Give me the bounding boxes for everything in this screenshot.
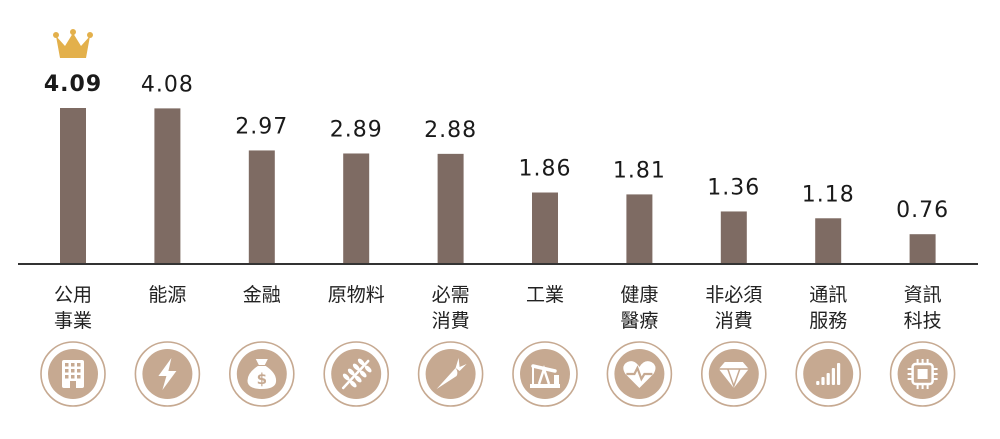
value-label-6: 1.81 xyxy=(613,158,666,183)
bar-2 xyxy=(248,150,275,263)
diamond-icon xyxy=(700,341,767,407)
category-label-8-1: 服務 xyxy=(809,310,847,332)
category-label-6-1: 醫療 xyxy=(620,310,658,332)
category-label-0-1: 事業 xyxy=(54,310,92,332)
svg-text:$: $ xyxy=(257,370,267,388)
category-label-1-0: 能源 xyxy=(148,284,186,306)
signal-bars-icon xyxy=(795,341,862,407)
value-label-7: 1.36 xyxy=(707,175,760,200)
value-label-5: 1.86 xyxy=(519,157,572,182)
category-label-4-0: 必需 xyxy=(432,284,470,306)
wheat-icon xyxy=(323,341,390,407)
value-label-9: 0.76 xyxy=(896,198,949,223)
bar-3 xyxy=(343,153,370,263)
category-label-9-0: 資訊 xyxy=(904,284,942,306)
oil-pump-icon xyxy=(512,341,578,407)
category-icons-group: $ xyxy=(40,341,956,407)
crown-icon xyxy=(53,29,93,58)
value-label-1: 4.08 xyxy=(141,72,194,97)
carrot-icon xyxy=(417,341,484,407)
category-label-4-1: 消費 xyxy=(432,310,470,332)
bars-group xyxy=(60,108,936,264)
category-label-2-0: 金融 xyxy=(243,284,281,306)
value-label-8: 1.18 xyxy=(802,182,855,207)
category-label-8-0: 通訊 xyxy=(809,284,847,306)
bar-0 xyxy=(60,108,86,263)
lightning-icon xyxy=(134,341,201,407)
bar-9 xyxy=(909,234,936,263)
category-label-6-0: 健康 xyxy=(620,284,658,306)
category-label-5-0: 工業 xyxy=(526,284,564,306)
building-icon xyxy=(40,341,106,407)
value-label-0: 4.09 xyxy=(44,72,102,97)
category-label-3-0: 原物料 xyxy=(328,284,385,306)
chip-icon xyxy=(889,341,956,407)
heartbeat-icon xyxy=(606,341,673,407)
bar-6 xyxy=(626,194,653,263)
category-label-0-0: 公用 xyxy=(54,284,92,306)
value-label-3: 2.89 xyxy=(330,117,383,142)
bar-1 xyxy=(154,108,181,264)
category-label-9-1: 科技 xyxy=(904,310,942,332)
money-bag-icon: $ xyxy=(228,341,295,407)
value-label-2: 2.97 xyxy=(235,114,288,139)
category-label-7-0: 非必須 xyxy=(705,284,762,306)
category-label-7-1: 消費 xyxy=(715,310,753,332)
bar-4 xyxy=(437,153,464,263)
value-label-4: 2.88 xyxy=(424,118,477,143)
value-labels-group: 4.09 4.08 2.97 2.89 2.88 1.86 1.81 1.36 1.18 0.76 xyxy=(44,72,949,223)
bar-5 xyxy=(532,192,558,263)
bar-8 xyxy=(815,218,842,263)
bar-7 xyxy=(720,211,747,263)
